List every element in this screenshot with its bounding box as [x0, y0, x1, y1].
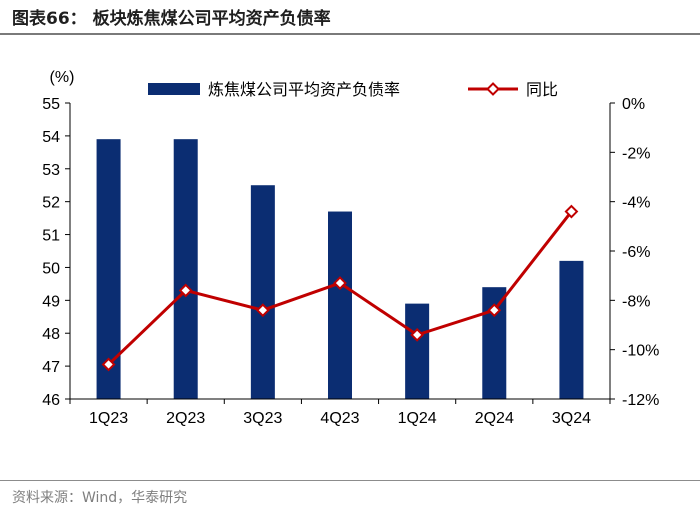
chart: 46 47 48 49 50 51 52 53 54 55 (%) 0% -2% -4% -6% -8% -10…: [42, 69, 659, 427]
legend-bar-label: 炼焦煤公司平均资产负债率: [208, 80, 400, 99]
yoy-marker-3Q23: [255, 303, 270, 318]
yoy-marker-2Q23: [178, 283, 193, 298]
left-tick-label: 55: [42, 96, 60, 113]
chart-title: 图表66： 板块炼焦煤公司平均资产负债率: [12, 9, 331, 29]
x-tick-label-3Q23: 3Q23: [243, 410, 282, 427]
right-tick-label: 0%: [622, 96, 645, 113]
left-tick-label: 51: [42, 228, 60, 245]
bar-3Q24: [559, 260, 584, 399]
left-tick-label: 46: [42, 392, 60, 409]
bar-3Q23: [250, 185, 275, 399]
yoy-marker-3Q24: [564, 204, 579, 219]
bar-4Q23: [328, 211, 352, 399]
left-tick-label: 53: [42, 162, 60, 179]
yoy-marker-2Q24: [487, 303, 502, 318]
x-tick-label-1Q23: 1Q23: [89, 410, 128, 427]
legend-line-label: 同比: [526, 80, 558, 99]
bar-2Q23: [173, 139, 198, 399]
bar-series: [96, 139, 584, 399]
right-tick-label: -12%: [622, 392, 659, 409]
yoy-marker-1Q24: [410, 327, 425, 342]
left-tick-label: 49: [42, 293, 60, 310]
left-tick-label: 48: [42, 326, 60, 343]
legend: 炼焦煤公司平均资产负债率 同比: [148, 80, 558, 99]
legend-line-marker: [486, 82, 500, 96]
yoy-marker-4Q23: [333, 276, 347, 290]
x-tick-label-4Q23: 4Q23: [320, 410, 359, 427]
left-tick-label: 52: [42, 195, 60, 212]
right-tick-label: -2%: [622, 145, 650, 162]
left-axis-unit: (%): [50, 69, 75, 86]
yoy-marker-1Q23: [101, 357, 116, 372]
right-tick-label: -8%: [622, 293, 650, 310]
x-tick-label-1Q24: 1Q24: [398, 410, 437, 427]
footer-rule: [0, 480, 700, 481]
right-tick-label: -4%: [622, 195, 650, 212]
axes: 46 47 48 49 50 51 52 53 54 55 (%) 0% -2% -4% -6% -8% -10…: [42, 69, 659, 427]
legend-bar-swatch: [148, 83, 200, 95]
left-tick-label: 47: [42, 359, 60, 376]
left-tick-label: 54: [42, 129, 60, 146]
right-tick-label: -10%: [622, 343, 659, 360]
right-tick-label: -6%: [622, 244, 650, 261]
x-tick-label-2Q23: 2Q23: [166, 410, 205, 427]
left-tick-label: 50: [42, 260, 60, 277]
title-rule: [0, 33, 700, 35]
source-note: 资料来源：Wind，华泰研究: [12, 490, 188, 506]
x-tick-label-2Q24: 2Q24: [475, 410, 514, 427]
bar-1Q24: [405, 303, 430, 399]
line-series: [101, 204, 579, 372]
x-tick-label-3Q24: 3Q24: [552, 410, 591, 427]
